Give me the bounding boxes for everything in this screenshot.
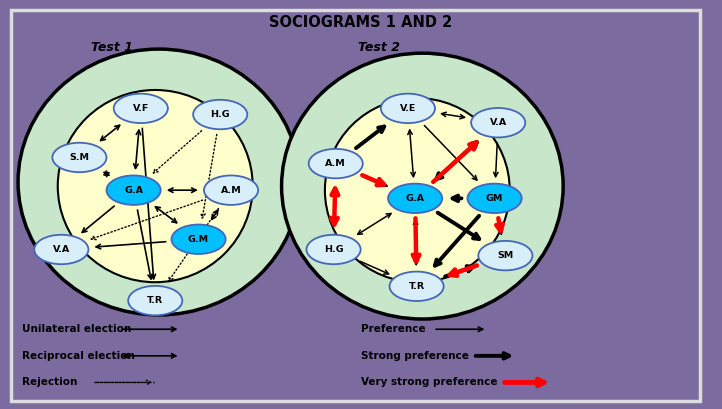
Text: A.M: A.M <box>326 159 346 168</box>
Text: S.M: S.M <box>69 153 90 162</box>
Ellipse shape <box>107 175 160 205</box>
Text: T.R: T.R <box>409 282 425 291</box>
Text: V.E: V.E <box>400 104 416 113</box>
Text: Unilateral election: Unilateral election <box>22 324 131 334</box>
Ellipse shape <box>309 149 363 178</box>
Text: GM: GM <box>486 194 503 203</box>
Ellipse shape <box>390 272 443 301</box>
Ellipse shape <box>58 90 253 282</box>
Text: H.G: H.G <box>210 110 230 119</box>
FancyBboxPatch shape <box>11 10 700 401</box>
Ellipse shape <box>204 175 258 205</box>
Text: V.A: V.A <box>53 245 70 254</box>
Ellipse shape <box>113 94 168 123</box>
Text: Reciprocal election: Reciprocal election <box>22 351 134 361</box>
Text: A.M: A.M <box>221 186 241 195</box>
Ellipse shape <box>468 184 522 213</box>
Text: SOCIOGRAMS 1 AND 2: SOCIOGRAMS 1 AND 2 <box>269 15 453 30</box>
Text: G.A: G.A <box>124 186 143 195</box>
Ellipse shape <box>471 108 526 137</box>
Ellipse shape <box>18 49 300 315</box>
Ellipse shape <box>282 53 563 319</box>
Text: SM: SM <box>497 251 513 260</box>
Ellipse shape <box>172 225 225 254</box>
Text: Rejection: Rejection <box>22 378 77 387</box>
Text: V.F: V.F <box>133 104 149 113</box>
Ellipse shape <box>388 184 442 213</box>
Text: G.A: G.A <box>406 194 425 203</box>
Text: Very strong preference: Very strong preference <box>361 378 497 387</box>
Text: Strong preference: Strong preference <box>361 351 469 361</box>
Text: Test 2: Test 2 <box>358 40 400 54</box>
Ellipse shape <box>128 286 182 315</box>
Text: Preference: Preference <box>361 324 426 334</box>
Text: Test 1: Test 1 <box>91 40 133 54</box>
Ellipse shape <box>35 235 89 264</box>
Ellipse shape <box>193 100 247 129</box>
Ellipse shape <box>381 94 435 123</box>
Text: T.R: T.R <box>147 296 163 305</box>
Ellipse shape <box>325 98 510 282</box>
Text: H.G: H.G <box>323 245 344 254</box>
Ellipse shape <box>478 241 533 270</box>
Text: G.M: G.M <box>188 235 209 244</box>
Ellipse shape <box>52 143 107 172</box>
Text: V.A: V.A <box>490 118 507 127</box>
Ellipse shape <box>307 235 361 264</box>
